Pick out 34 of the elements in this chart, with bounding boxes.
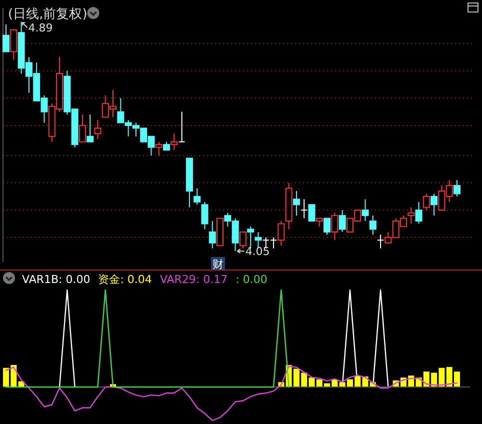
text: VAR29: 0.17 xyxy=(160,273,228,286)
text: 资金: 0.04 xyxy=(98,273,152,286)
candlestick xyxy=(78,114,86,142)
candlestick xyxy=(415,201,422,224)
candlestick xyxy=(331,212,338,241)
candlestick xyxy=(278,220,285,246)
candlestick xyxy=(178,111,186,142)
candlestick xyxy=(155,141,162,156)
candlestick xyxy=(239,231,246,249)
candlestick xyxy=(208,220,216,249)
candlestick xyxy=(300,198,308,219)
candlestick xyxy=(194,188,201,206)
chart-title: (日线,前复权) xyxy=(8,7,88,22)
series-label: : 0.00 xyxy=(236,273,268,286)
candlestick xyxy=(201,201,208,230)
candlestick xyxy=(422,193,430,211)
candlestick xyxy=(338,210,346,232)
candlestick xyxy=(369,215,376,236)
candlestick xyxy=(430,193,438,216)
series-label: VAR1B: 0.00 xyxy=(22,273,90,286)
annotation: 4.89 xyxy=(28,22,53,35)
candlestick xyxy=(292,190,300,216)
candlestick xyxy=(453,180,460,197)
candlestick xyxy=(86,114,94,142)
candlestick xyxy=(10,29,18,60)
candlestick xyxy=(324,218,331,236)
candlestick xyxy=(362,198,369,222)
candlestick xyxy=(94,119,102,140)
annotation: 4.05 xyxy=(245,245,270,258)
candlestick xyxy=(308,204,316,222)
candlestick xyxy=(377,234,384,249)
candlestick xyxy=(170,133,178,151)
candlestick xyxy=(408,206,415,224)
annotation: 财 xyxy=(212,258,224,271)
